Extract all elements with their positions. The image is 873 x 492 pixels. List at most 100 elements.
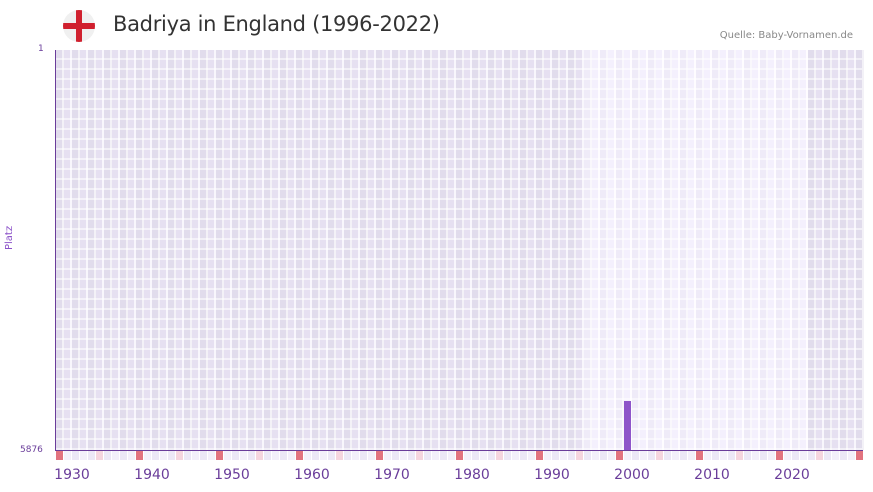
year-column	[600, 50, 608, 450]
year-tick	[312, 451, 319, 460]
grid-line	[56, 278, 862, 280]
grid-line	[56, 388, 862, 390]
year-tick	[592, 451, 599, 460]
year-column	[392, 50, 400, 450]
year-tick	[688, 451, 695, 460]
year-tick	[72, 451, 79, 460]
year-column	[248, 50, 256, 450]
year-tick	[336, 451, 343, 460]
year-tick	[128, 451, 135, 460]
year-column	[768, 50, 776, 450]
year-column	[720, 50, 728, 450]
year-column	[792, 50, 800, 450]
year-tick	[552, 451, 559, 460]
year-tick	[584, 451, 591, 460]
year-column	[840, 50, 848, 450]
year-tick	[240, 451, 247, 460]
rank-bar[interactable]	[624, 401, 631, 450]
year-column	[352, 50, 360, 450]
year-tick	[96, 451, 103, 460]
year-column	[456, 50, 464, 450]
year-column	[328, 50, 336, 450]
year-column	[800, 50, 808, 450]
year-tick	[216, 451, 223, 460]
grid-line	[56, 128, 862, 130]
year-column	[192, 50, 200, 450]
year-tick	[800, 451, 807, 460]
x-tick-label: 2010	[694, 467, 730, 483]
grid-line	[56, 428, 862, 430]
year-tick	[536, 451, 543, 460]
year-column	[224, 50, 232, 450]
x-tick-label: 1980	[454, 467, 490, 483]
year-tick	[808, 451, 815, 460]
year-tick	[768, 451, 775, 460]
year-tick	[392, 451, 399, 460]
year-column	[704, 50, 712, 450]
year-tick	[184, 451, 191, 460]
y-axis-line	[55, 50, 56, 451]
year-tick	[792, 451, 799, 460]
year-tick	[224, 451, 231, 460]
year-tick	[176, 451, 183, 460]
year-column	[184, 50, 192, 450]
year-tick	[368, 451, 375, 460]
year-column	[96, 50, 104, 450]
year-column	[664, 50, 672, 450]
year-tick	[472, 451, 479, 460]
year-column	[648, 50, 656, 450]
year-column	[592, 50, 600, 450]
year-tick	[112, 451, 119, 460]
year-column	[208, 50, 216, 450]
grid-line	[56, 178, 862, 180]
year-column	[520, 50, 528, 450]
year-tick	[432, 451, 439, 460]
year-tick	[680, 451, 687, 460]
year-column	[784, 50, 792, 450]
grid-line	[56, 358, 862, 360]
year-column	[552, 50, 560, 450]
year-column	[144, 50, 152, 450]
year-tick	[320, 451, 327, 460]
year-column	[280, 50, 288, 450]
grid-line	[56, 248, 862, 250]
year-column	[168, 50, 176, 450]
year-column	[656, 50, 664, 450]
year-tick	[280, 451, 287, 460]
year-tick	[144, 451, 151, 460]
year-tick	[712, 451, 719, 460]
year-tick	[160, 451, 167, 460]
year-column	[288, 50, 296, 450]
year-column	[848, 50, 856, 450]
grid-line	[56, 208, 862, 210]
year-column	[360, 50, 368, 450]
x-tick-label: 1990	[534, 467, 570, 483]
year-column	[424, 50, 432, 450]
year-tick	[64, 451, 71, 460]
x-tick-label: 1950	[214, 467, 250, 483]
year-column	[120, 50, 128, 450]
year-column	[256, 50, 264, 450]
year-column	[776, 50, 784, 450]
year-column	[736, 50, 744, 450]
grid-line	[56, 158, 862, 160]
year-tick	[608, 451, 615, 460]
year-tick	[504, 451, 511, 460]
grid-line	[56, 418, 862, 420]
year-tick	[120, 451, 127, 460]
year-tick	[640, 451, 647, 460]
grid-line	[56, 168, 862, 170]
x-tick-label: 2000	[614, 467, 650, 483]
year-column	[448, 50, 456, 450]
year-tick	[272, 451, 279, 460]
year-column	[640, 50, 648, 450]
grid-line	[56, 138, 862, 140]
year-column	[824, 50, 832, 450]
grid-line	[56, 288, 862, 290]
year-tick	[208, 451, 215, 460]
grid-line	[56, 338, 862, 340]
year-tick	[832, 451, 839, 460]
year-tick	[656, 451, 663, 460]
year-column	[440, 50, 448, 450]
year-tick	[344, 451, 351, 460]
